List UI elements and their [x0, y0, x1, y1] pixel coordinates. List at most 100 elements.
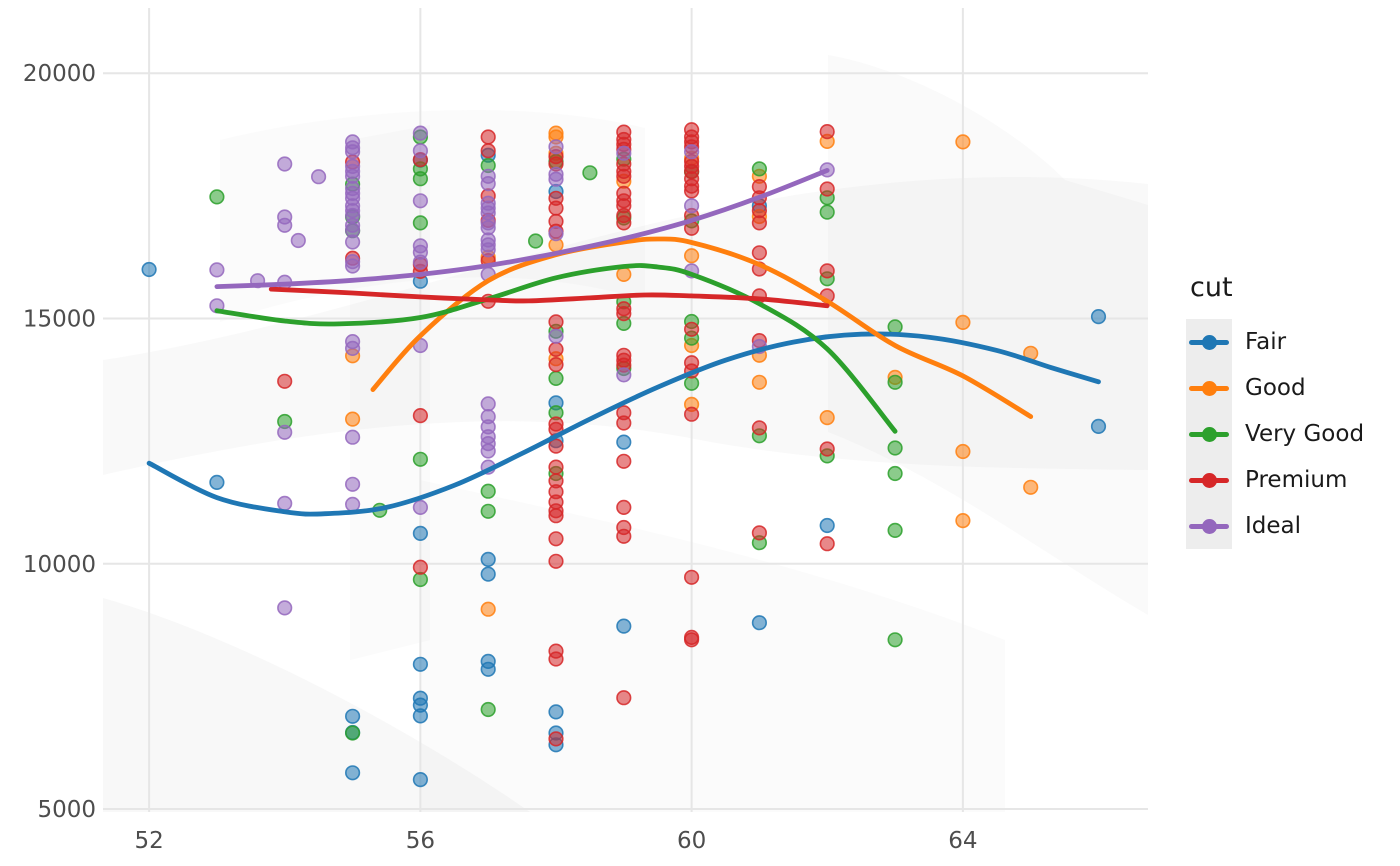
data-point [480, 601, 496, 617]
legend: cut Fair Good Very Good Premium Ideal [1186, 272, 1396, 549]
data-point [1023, 479, 1039, 495]
data-point [616, 434, 632, 450]
data-point [548, 328, 564, 344]
data-point [887, 465, 903, 482]
data-point [277, 373, 293, 389]
data-point [683, 321, 700, 337]
data-point [480, 661, 496, 677]
data-point [819, 263, 835, 279]
legend-label: Premium [1245, 467, 1348, 493]
data-point [751, 615, 768, 631]
data-point [345, 765, 361, 781]
smooth-lines-layer [146, 168, 1101, 517]
data-point [751, 215, 768, 231]
data-point [887, 319, 903, 335]
x-tick-label: 52 [134, 828, 163, 854]
data-point [616, 367, 632, 383]
data-point [277, 600, 293, 616]
data-point [548, 531, 564, 547]
data-point [548, 370, 564, 387]
data-point [209, 189, 225, 205]
data-point [683, 406, 700, 422]
data-point [887, 440, 903, 456]
data-point [751, 374, 768, 390]
x-tick-label: 56 [406, 828, 435, 854]
data-point [819, 441, 835, 457]
data-point [548, 314, 564, 330]
data-point [548, 200, 564, 216]
data-point [548, 139, 564, 155]
data-point [616, 690, 632, 706]
data-point [527, 233, 544, 249]
data-point [751, 525, 768, 541]
data-point [548, 357, 564, 373]
data-point [819, 410, 835, 426]
data-point [345, 708, 361, 724]
data-point [887, 632, 903, 648]
data-point [412, 525, 429, 542]
data-point [751, 245, 768, 261]
data-point [480, 483, 496, 499]
smooth-line-ideal [214, 168, 830, 289]
data-point [955, 134, 971, 150]
legend-items: Fair Good Very Good Premium Ideal [1186, 319, 1396, 549]
data-point [819, 124, 835, 140]
data-point [412, 193, 429, 209]
data-point [277, 424, 293, 440]
legend-key-swatch [1186, 457, 1232, 503]
data-point [412, 171, 429, 187]
data-point [751, 161, 768, 177]
data-point [480, 503, 496, 519]
data-point [616, 215, 632, 231]
data-point [345, 411, 361, 427]
data-point [480, 396, 496, 412]
data-point [548, 341, 564, 358]
legend-label: Ideal [1245, 513, 1302, 539]
data-point [548, 651, 564, 667]
data-point [345, 258, 361, 274]
legend-item-very-good: Very Good [1186, 411, 1396, 457]
data-point [548, 553, 564, 569]
data-point [290, 232, 306, 249]
data-point [616, 306, 632, 322]
data-point [548, 508, 564, 524]
data-point [683, 144, 700, 160]
y-tick-label: 20000 [23, 61, 96, 87]
data-point [683, 198, 700, 214]
data-point [141, 261, 157, 278]
smooth-line-very-good [214, 263, 898, 434]
data-point [683, 183, 700, 199]
legend-dot-sample [1201, 426, 1217, 442]
x-axis-labels: 52 56 60 64 [134, 828, 977, 854]
data-point [480, 566, 496, 582]
series-points-ideal [209, 125, 835, 616]
data-point [1090, 309, 1107, 325]
data-point [819, 204, 835, 220]
data-point [209, 262, 225, 278]
data-point [412, 143, 429, 159]
data-point [412, 499, 429, 516]
data-point [412, 408, 429, 424]
data-point [616, 266, 632, 283]
data-point [412, 708, 429, 724]
data-point [955, 443, 971, 460]
legend-dot-sample [1201, 518, 1217, 534]
data-point [955, 314, 971, 331]
legend-label: Fair [1245, 329, 1287, 355]
data-point [277, 156, 293, 172]
data-point [819, 517, 835, 534]
legend-item-ideal: Ideal [1186, 503, 1396, 549]
data-point [311, 169, 327, 185]
legend-item-good: Good [1186, 365, 1396, 411]
data-point [480, 443, 496, 459]
data-point [887, 374, 903, 390]
smooth-line-premium [268, 286, 830, 309]
data-point [683, 248, 700, 264]
data-point [480, 242, 496, 258]
data-point [616, 499, 632, 516]
legend-label: Good [1245, 375, 1306, 401]
data-point [480, 176, 496, 192]
data-point [683, 632, 700, 648]
data-point [548, 731, 564, 747]
